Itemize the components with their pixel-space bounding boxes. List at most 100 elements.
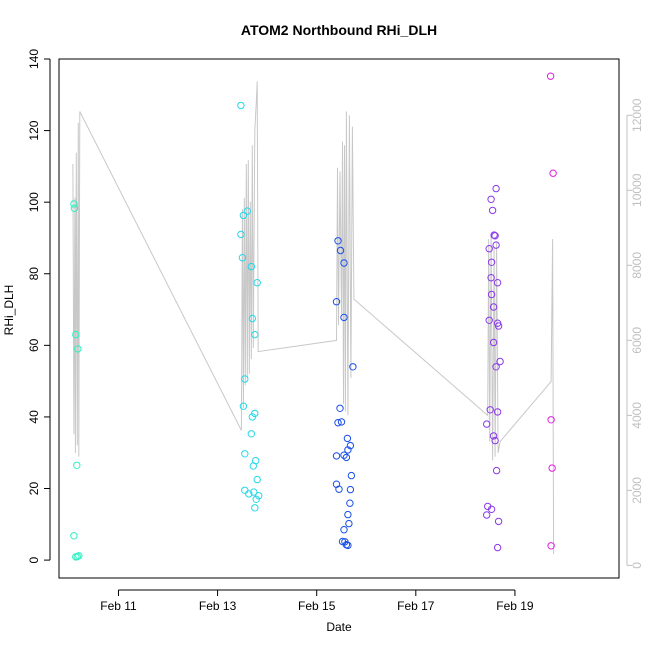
- data-point-s3-8: [487, 274, 495, 282]
- data-point-s1-12: [251, 330, 259, 339]
- data-point-s4-1: [549, 169, 557, 177]
- data-point-s4-3: [548, 464, 556, 472]
- y-tick-label-4: 80: [27, 267, 41, 281]
- data-point-s1-1: [237, 230, 245, 239]
- x-axis-label: Date: [326, 620, 352, 634]
- data-point-s1-11: [248, 314, 257, 323]
- data-point-s1-20: [250, 488, 258, 496]
- data-point-s3-17: [492, 363, 500, 371]
- data-point-s3-27: [494, 517, 503, 526]
- data-point-s1-19: [253, 475, 261, 484]
- y2-tick-label-5: 10000: [630, 173, 644, 207]
- plot-area: [58, 58, 620, 579]
- data-point-s1-23: [251, 504, 259, 512]
- y-tick-label-3: 60: [27, 338, 41, 352]
- data-point-s2-19: [346, 499, 354, 507]
- data-point-s3-5: [492, 241, 500, 249]
- x-axis: Feb 11 Feb 13 Feb 15 Feb 17 Feb 19: [100, 589, 534, 613]
- points-layer: [70, 72, 557, 561]
- x-tick-label-2: Feb 15: [298, 599, 336, 613]
- data-point-s2-17: [335, 485, 343, 493]
- data-point-s0-1: [70, 204, 79, 213]
- data-point-s3-1: [487, 195, 495, 204]
- data-point-s2-13: [340, 451, 348, 459]
- data-point-s0-5: [73, 461, 81, 469]
- data-point-s3-3: [490, 231, 498, 239]
- data-point-s1-14: [247, 430, 256, 438]
- y2-tick-label-2: 4000: [630, 402, 644, 429]
- y-axis: 0 20 40 60 80 100 120 140: [27, 49, 51, 563]
- x-tick-label-3: Feb 17: [397, 599, 435, 613]
- plot-frame: [58, 58, 620, 579]
- data-point-s0-8: [75, 552, 83, 560]
- data-point-s3-9: [493, 279, 502, 287]
- data-point-s3-2: [488, 206, 497, 215]
- data-point-s1-3: [239, 211, 248, 220]
- data-point-s2-3: [332, 298, 341, 306]
- data-point-s2-0: [334, 237, 342, 245]
- data-point-s2-6: [336, 404, 344, 412]
- data-point-s3-26: [483, 511, 491, 519]
- y-tick-label-6: 120: [27, 120, 41, 140]
- data-point-s2-9: [343, 434, 352, 443]
- data-point-s2-2: [340, 259, 348, 267]
- y-tick-label-2: 40: [27, 410, 41, 424]
- data-point-s2-12: [332, 452, 341, 460]
- data-point-s2-21: [345, 519, 353, 528]
- data-point-s1-16: [251, 409, 259, 418]
- data-point-s1-18: [252, 456, 260, 465]
- x-tick-label-1: Feb 13: [199, 599, 237, 613]
- chart-title: ATOM2 Northbound RHi_DLH: [241, 22, 437, 38]
- data-point-s2-1: [336, 246, 345, 255]
- data-point-s1-10: [247, 262, 256, 271]
- data-point-s3-19: [493, 408, 502, 416]
- data-point-s3-16: [496, 357, 504, 366]
- data-point-s0-2: [70, 532, 78, 540]
- y2-tick-label-3: 6000: [630, 327, 644, 354]
- data-point-s3-11: [489, 303, 498, 311]
- data-point-s2-5: [349, 363, 357, 371]
- data-point-s1-8: [241, 486, 249, 494]
- data-point-s1-9: [245, 490, 253, 498]
- data-point-s0-0: [70, 200, 78, 208]
- data-point-s2-26: [344, 541, 352, 550]
- data-point-s0-4: [74, 345, 82, 353]
- data-point-s1-13: [253, 279, 261, 287]
- data-point-s0-3: [72, 330, 80, 339]
- y2-tick-label-4: 8000: [630, 252, 644, 279]
- data-point-s1-4: [243, 207, 252, 215]
- y2-tick-label-6: 12000: [630, 98, 644, 132]
- data-point-s3-21: [489, 432, 498, 440]
- y-axis-label: RHi_DLH: [2, 285, 16, 336]
- data-point-s3-20: [483, 420, 491, 428]
- data-point-s4-0: [546, 72, 555, 80]
- data-point-s4-2: [547, 416, 555, 424]
- y2-tick-label-0: 0: [630, 562, 644, 569]
- data-point-s4-4: [547, 542, 555, 550]
- data-point-s1-22: [255, 492, 263, 500]
- y-tick-label-5: 100: [27, 192, 41, 212]
- data-point-s1-2: [238, 254, 247, 262]
- data-point-s3-4: [491, 232, 499, 240]
- data-point-s3-15: [489, 338, 498, 347]
- x-tick-label-4: Feb 19: [496, 599, 534, 613]
- secondary-series-line: [72, 81, 555, 555]
- y-tick-label-0: 0: [27, 556, 41, 563]
- data-point-s2-7: [334, 419, 342, 427]
- data-point-s2-11: [344, 446, 352, 454]
- data-point-s2-4: [340, 313, 348, 322]
- data-point-s3-6: [485, 245, 493, 253]
- data-point-s3-18: [486, 406, 494, 414]
- data-point-s1-5: [241, 375, 249, 383]
- data-point-s1-7: [241, 450, 249, 458]
- y2-tick-label-1: 2000: [630, 477, 644, 504]
- data-point-s3-22: [491, 436, 499, 445]
- y-tick-label-7: 140: [27, 49, 41, 69]
- data-point-s3-10: [487, 290, 496, 299]
- data-point-s2-22: [340, 526, 348, 534]
- data-point-s3-7: [487, 258, 496, 266]
- data-point-s2-10: [346, 441, 355, 450]
- data-point-s3-14: [494, 322, 503, 330]
- data-point-s2-14: [342, 453, 351, 462]
